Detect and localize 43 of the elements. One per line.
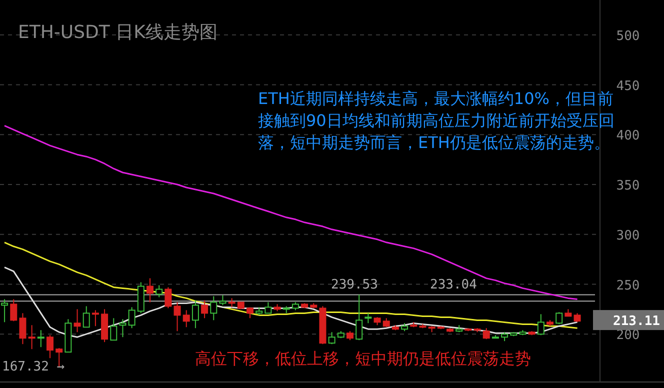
candlestick bbox=[328, 332, 336, 345]
text: ETH-USDT 日K线走势图 bbox=[18, 22, 218, 43]
y-tick-label: 300 bbox=[616, 228, 640, 244]
candlestick bbox=[10, 298, 18, 322]
candlestick bbox=[28, 324, 36, 350]
candlestick bbox=[356, 294, 363, 341]
candlestick bbox=[201, 300, 208, 319]
candlestick bbox=[264, 302, 272, 314]
y-tick-label: 500 bbox=[616, 28, 640, 44]
candlestick bbox=[128, 306, 136, 329]
y-tick-label: 350 bbox=[616, 178, 640, 194]
candlestick bbox=[556, 312, 563, 325]
annotation: 167.32 → bbox=[2, 360, 65, 375]
candlestick bbox=[1, 298, 8, 323]
candlestick bbox=[56, 348, 63, 368]
candlestick bbox=[210, 296, 218, 321]
y-tick-label: 450 bbox=[616, 78, 640, 94]
candlestick bbox=[119, 318, 126, 338]
ref-line-label: 239.53 bbox=[331, 278, 378, 293]
candlestick bbox=[192, 300, 199, 329]
candlestick bbox=[82, 306, 90, 328]
candlestick bbox=[46, 334, 54, 359]
candlestick bbox=[19, 312, 26, 345]
candlestick bbox=[482, 328, 490, 340]
candlestick bbox=[246, 306, 254, 319]
candlestick bbox=[37, 330, 44, 348]
candlestick bbox=[146, 278, 154, 303]
candlestick bbox=[110, 318, 118, 341]
candlestick bbox=[74, 308, 81, 333]
candlestick bbox=[219, 294, 226, 306]
candlestick bbox=[164, 286, 172, 309]
candlestick bbox=[156, 284, 163, 298]
y-tick-label: 400 bbox=[616, 128, 640, 144]
ref-line-label: 233.04 bbox=[430, 278, 478, 293]
candlestick bbox=[364, 312, 372, 324]
y-tick-label: 250 bbox=[616, 278, 640, 294]
candlestick bbox=[537, 314, 544, 336]
candlestick bbox=[182, 310, 190, 328]
candlestick bbox=[174, 302, 181, 332]
annotation: ETH近期同样持续走高，最大涨幅约10%，但目前接触到90日均线和前期高位压力附近前开始受压回落，短中期走势而言，ETH仍是低位震荡的走势。 bbox=[258, 89, 614, 152]
text: 213.11 bbox=[613, 314, 660, 330]
annotation: 高位下移，低位上移，短中期仍是低位震荡走势 bbox=[195, 349, 531, 370]
candlestick bbox=[92, 310, 99, 327]
